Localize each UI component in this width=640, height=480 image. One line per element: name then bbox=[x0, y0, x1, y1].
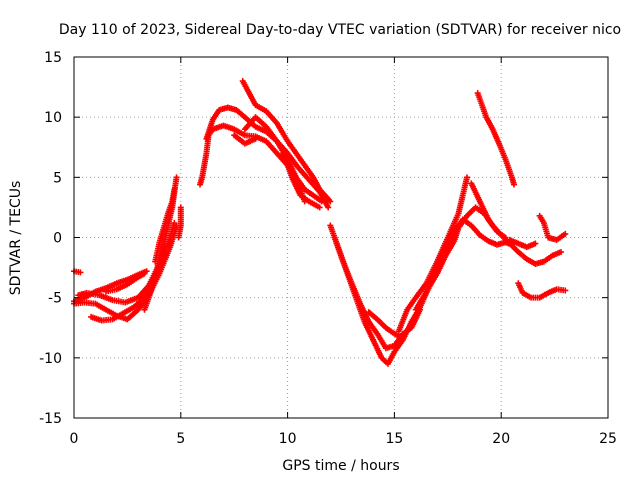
x-tick-labels: 0 5 10 15 20 25 bbox=[70, 431, 617, 447]
y-tick-label: 0 bbox=[53, 231, 62, 247]
y-tick-label: 10 bbox=[44, 110, 62, 126]
data-point bbox=[397, 334, 404, 341]
data-point bbox=[511, 181, 518, 188]
x-axis-label: GPS time / hours bbox=[282, 458, 399, 474]
series-track-8 bbox=[152, 186, 178, 265]
y-tick-label: 5 bbox=[53, 170, 62, 186]
x-tick-label: 5 bbox=[176, 431, 185, 447]
data-point bbox=[558, 248, 565, 255]
x-tick-label: 20 bbox=[492, 431, 510, 447]
axis-ticks bbox=[73, 56, 609, 419]
series-track-14 bbox=[231, 132, 259, 147]
series-track-12 bbox=[239, 78, 334, 205]
data-point bbox=[562, 230, 569, 237]
series-track-15 bbox=[280, 150, 323, 211]
x-tick-label: 15 bbox=[385, 431, 403, 447]
data-point bbox=[464, 174, 471, 181]
data-point bbox=[327, 198, 334, 205]
x-tick-label: 0 bbox=[70, 431, 79, 447]
data-point bbox=[141, 270, 148, 277]
y-tick-label: -10 bbox=[39, 351, 62, 367]
series-track-11 bbox=[203, 104, 332, 211]
data-point bbox=[502, 234, 509, 241]
series-track-17 bbox=[331, 234, 424, 352]
data-point bbox=[562, 287, 569, 294]
y-tick-label: 15 bbox=[44, 50, 62, 66]
series-track-24 bbox=[506, 236, 539, 251]
data-point bbox=[318, 198, 325, 205]
data-point bbox=[532, 240, 539, 247]
series-track-6 bbox=[103, 270, 148, 295]
y-tick-label: -5 bbox=[48, 291, 62, 307]
y-tick-label: -15 bbox=[39, 411, 62, 427]
data-points bbox=[71, 78, 569, 367]
x-tick-label: 25 bbox=[599, 431, 617, 447]
data-point bbox=[77, 269, 84, 276]
x-tick-label: 10 bbox=[279, 431, 297, 447]
chart-title: Day 110 of 2023, Sidereal Day-to-day VTE… bbox=[59, 22, 621, 38]
data-point bbox=[173, 174, 180, 181]
series-track-25 bbox=[515, 280, 569, 301]
y-axis-label: SDTVAR / TECUs bbox=[8, 181, 24, 296]
data-point bbox=[325, 204, 332, 211]
series-track-26 bbox=[536, 212, 569, 243]
data-point bbox=[252, 135, 259, 142]
series-track-23 bbox=[474, 90, 518, 188]
data-point bbox=[316, 204, 323, 211]
data-point bbox=[177, 204, 184, 211]
series-track-22 bbox=[468, 180, 509, 241]
series-track-18 bbox=[365, 309, 404, 341]
data-point bbox=[171, 186, 178, 193]
series-track-9 bbox=[175, 204, 184, 241]
series-track-19 bbox=[395, 174, 471, 335]
y-tick-labels: -15 -10 -5 0 5 10 15 bbox=[39, 50, 62, 427]
